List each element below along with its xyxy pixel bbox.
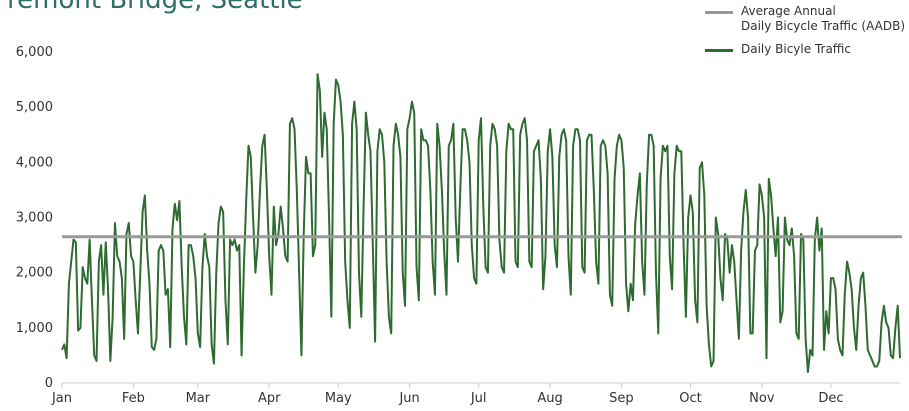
legend-label: Daily Bicyle Traffic <box>740 42 851 56</box>
legend-item: Daily Bicyle Traffic <box>704 42 905 57</box>
legend-swatch <box>704 11 733 14</box>
x-tick-label: May <box>325 391 352 406</box>
x-tick-label: Apr <box>258 391 281 406</box>
x-tick-label: Dec <box>818 391 843 406</box>
y-tick-label: 5,000 <box>16 100 53 115</box>
chart-title: Fremont Bridge, Seattle <box>0 0 303 15</box>
legend-swatch <box>704 49 733 52</box>
x-tick-label: Jul <box>470 391 487 406</box>
x-tick-label: Aug <box>537 391 562 406</box>
x-tick-label: Nov <box>749 391 775 406</box>
data-line <box>61 73 901 373</box>
x-tick-label: Jan <box>51 391 72 406</box>
x-tick-label: Feb <box>122 391 145 406</box>
y-tick-label: 2,000 <box>16 266 53 281</box>
y-tick-label: 0 <box>45 376 53 391</box>
legend-item: Average Annual Daily Bicycle Traffic (AA… <box>704 4 905 34</box>
legend: Average Annual Daily Bicycle Traffic (AA… <box>704 4 905 65</box>
y-tick-label: 6,000 <box>16 45 53 60</box>
x-tick-label: Jun <box>398 391 419 406</box>
legend-label: Average Annual Daily Bicycle Traffic (AA… <box>740 4 905 33</box>
y-tick-label: 4,000 <box>16 155 53 170</box>
y-tick-label: 1,000 <box>16 321 53 336</box>
x-tick-label: Sep <box>609 391 634 406</box>
x-tick-label: Oct <box>679 391 701 406</box>
y-tick-label: 3,000 <box>16 211 53 226</box>
x-tick-label: Mar <box>186 391 211 406</box>
